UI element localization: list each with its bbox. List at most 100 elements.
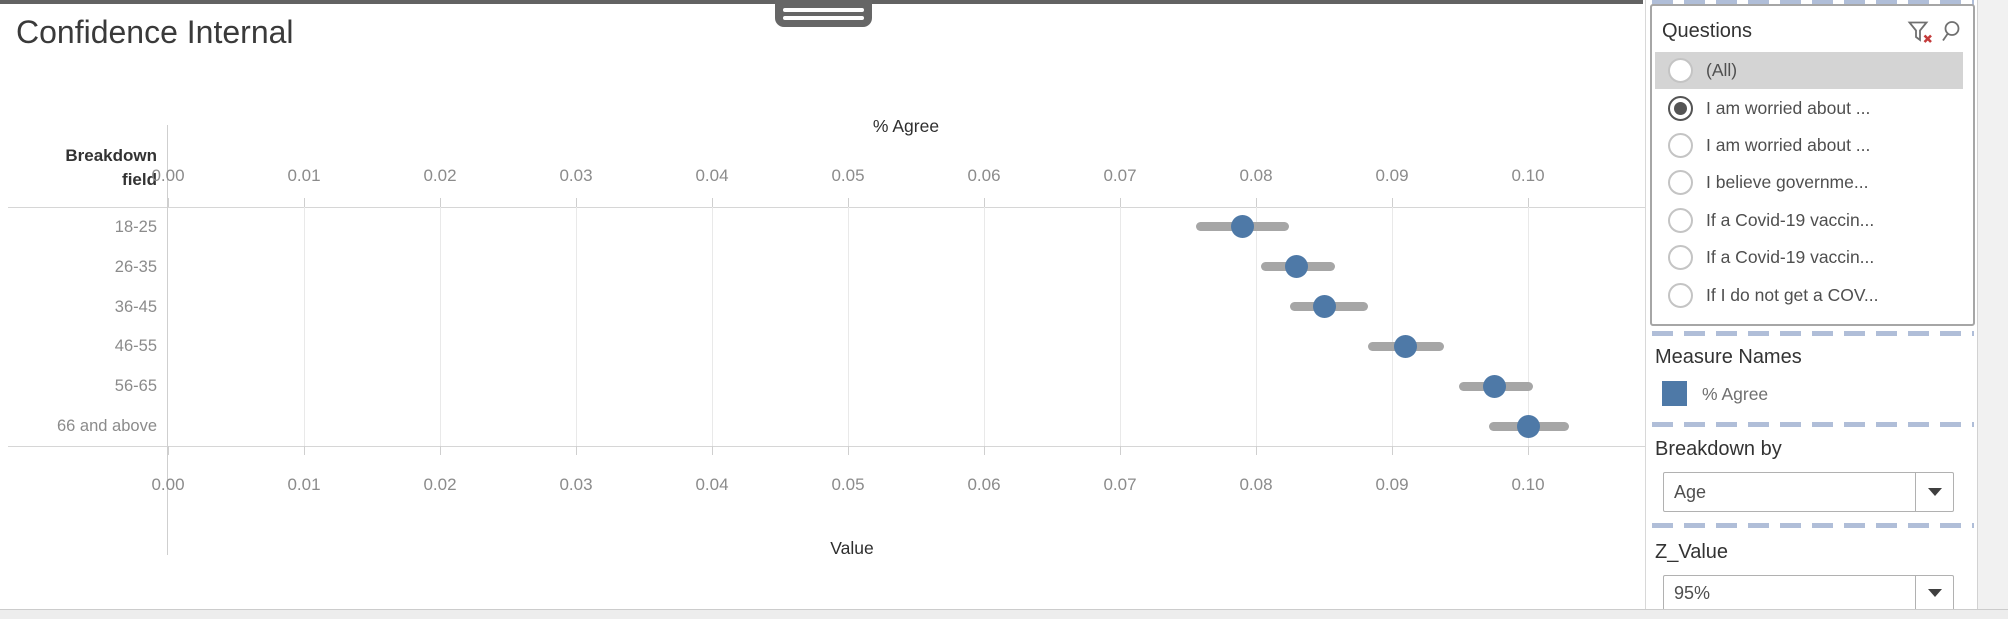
breakdown-by-dropdown-button[interactable] (1915, 473, 1953, 511)
x-tick-label-top: 0.04 (695, 166, 729, 185)
x-tick-label-top: 0.00 (151, 166, 185, 185)
questions-header: Questions (1652, 6, 1973, 52)
radio-unselected-icon (1668, 132, 1693, 158)
question-option-row[interactable]: I am worried about ... (1652, 127, 1973, 164)
z-value-dropdown[interactable]: 95% (1663, 575, 1954, 611)
question-option-row[interactable]: If a Covid-19 vaccin... (1652, 202, 1973, 239)
top-axis-title: % Agree (872, 116, 940, 136)
data-point[interactable] (1230, 215, 1254, 239)
vertical-gridline (983, 207, 985, 446)
right-scroll-gutter[interactable] (1977, 0, 2008, 619)
row-header-breakdown-field: Breakdown field (0, 144, 157, 192)
grip-line (783, 8, 864, 12)
question-option-row[interactable]: I believe governme... (1652, 164, 1973, 201)
x-tick-label-bottom: 0.05 (831, 475, 865, 494)
dashed-separator (1652, 0, 1974, 5)
x-tick-label-top: 0.02 (423, 166, 457, 185)
x-tick-label-bottom: 0.03 (559, 475, 593, 494)
x-tick-label-bottom: 0.10 (1511, 475, 1545, 494)
horizontal-scrollbar[interactable] (0, 609, 2008, 619)
dashed-separator (1652, 331, 1974, 336)
vertical-gridline (1391, 207, 1393, 446)
data-point[interactable] (1285, 255, 1309, 279)
question-option-label: I believe governme... (1706, 172, 1869, 193)
y-category-label: 26-35 (114, 257, 157, 276)
questions-filter-panel: Questions (All) I am worried about ... I a… (1650, 4, 1975, 326)
vertical-gridline (1527, 207, 1529, 446)
data-point[interactable] (1312, 295, 1336, 319)
questions-title: Questions (1662, 19, 1753, 42)
vertical-gridline (711, 207, 713, 446)
x-tick-mark-bottom (1119, 446, 1121, 455)
questions-radio-list: (All) I am worried about ... I am worried … (1652, 52, 1973, 314)
question-option-row[interactable]: If I do not get a COV... (1652, 276, 1973, 313)
x-tick-mark-top (983, 198, 985, 207)
legend-label: % Agree (1702, 384, 1769, 404)
x-tick-label-bottom: 0.00 (151, 475, 185, 494)
breakdown-by-dropdown[interactable]: Age (1663, 472, 1954, 512)
x-tick-mark-top (575, 198, 577, 207)
x-tick-mark-top (711, 198, 713, 207)
x-tick-mark-top (847, 198, 849, 207)
clear-filter-icon[interactable] (1907, 18, 1933, 44)
x-tick-label-bottom: 0.04 (695, 475, 729, 494)
question-option-label: If a Covid-19 vaccin... (1706, 209, 1875, 230)
chevron-down-icon (1927, 589, 1942, 597)
x-tick-mark-top (1391, 198, 1393, 207)
x-tick-mark-bottom (167, 446, 169, 455)
breakdown-by-title: Breakdown by (1655, 438, 1782, 460)
data-point[interactable] (1516, 414, 1540, 438)
radio-unselected-icon (1668, 282, 1693, 308)
x-tick-mark-top (1119, 198, 1121, 207)
x-tick-label-top: 0.07 (1103, 166, 1137, 185)
plot-bottom-border (8, 446, 1645, 447)
radio-unselected-icon (1668, 58, 1693, 84)
y-category-label: 66 and above (56, 417, 157, 436)
vertical-gridline (1119, 207, 1121, 446)
y-axis-line (167, 125, 168, 555)
data-point[interactable] (1394, 334, 1418, 358)
grip-line (783, 16, 864, 20)
x-tick-mark-top (1527, 198, 1529, 207)
x-tick-label-bottom: 0.02 (423, 475, 457, 494)
vertical-gridline (303, 207, 305, 446)
x-tick-mark-bottom (1527, 446, 1529, 455)
x-tick-mark-bottom (711, 446, 713, 455)
x-tick-mark-top (167, 198, 169, 207)
question-option-row[interactable]: (All) (1655, 52, 1963, 90)
question-option-row[interactable]: If a Covid-19 vaccin... (1652, 239, 1973, 276)
x-tick-mark-bottom (1391, 446, 1393, 455)
breakdown-by-value: Age (1674, 481, 1707, 502)
question-option-label: If a Covid-19 vaccin... (1706, 247, 1875, 268)
x-tick-label-top: 0.05 (831, 166, 865, 185)
dashed-separator (1652, 422, 1974, 427)
search-icon[interactable] (1937, 18, 1963, 44)
chart-sidebar-divider (1645, 0, 1646, 609)
radio-unselected-icon (1668, 170, 1693, 196)
z-value-title: Z_Value (1655, 541, 1729, 563)
legend-color-swatch (1662, 381, 1687, 406)
question-option-label: If I do not get a COV... (1706, 284, 1879, 305)
row-header-line1: Breakdown (65, 146, 157, 165)
x-tick-label-top: 0.08 (1239, 166, 1273, 185)
x-tick-mark-bottom (847, 446, 849, 455)
chevron-down-icon (1927, 488, 1942, 496)
dashed-separator (1652, 523, 1974, 528)
data-point[interactable] (1482, 374, 1506, 398)
y-category-label: 46-55 (114, 337, 157, 356)
x-tick-mark-bottom (1255, 446, 1257, 455)
x-tick-label-bottom: 0.07 (1103, 475, 1137, 494)
question-option-label: (All) (1706, 60, 1738, 81)
x-tick-label-top: 0.01 (287, 166, 321, 185)
question-option-label: I am worried about ... (1706, 134, 1871, 155)
z-value-dropdown-button[interactable] (1915, 576, 1953, 610)
question-option-row[interactable]: I am worried about ... (1652, 89, 1973, 126)
vertical-gridline (847, 207, 849, 446)
x-tick-label-bottom: 0.06 (967, 475, 1001, 494)
plot-top-border (8, 207, 1645, 208)
x-tick-label-bottom: 0.09 (1375, 475, 1409, 494)
bottom-axis-title: Value (830, 538, 874, 558)
x-tick-label-top: 0.09 (1375, 166, 1409, 185)
dashboard-grip-handle[interactable] (775, 0, 872, 27)
